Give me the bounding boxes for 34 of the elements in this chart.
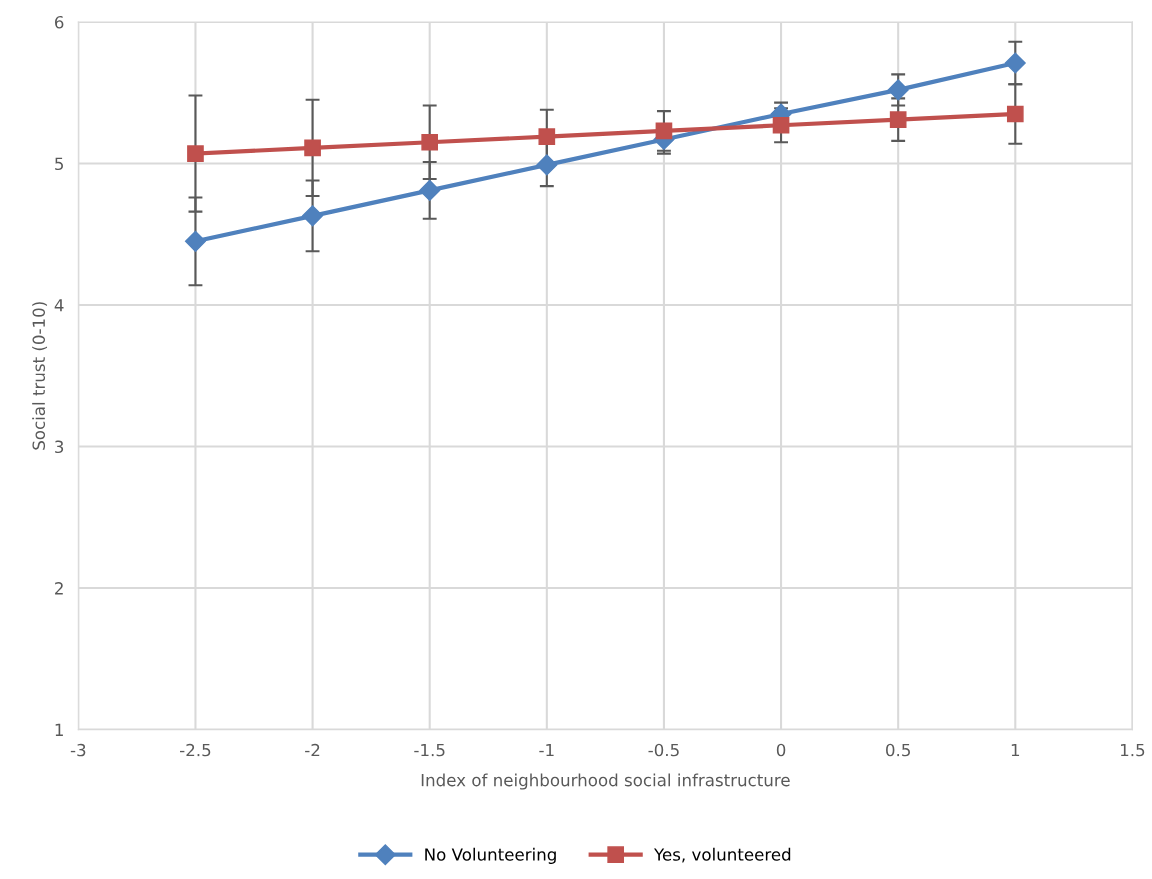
x-tick-label: 0.5 [886,743,910,757]
x-tick-label: 1 [1011,743,1020,757]
x-tick-label: -1 [539,743,554,757]
point [184,230,206,252]
y-tick-label: 3 [55,440,64,454]
legend-label: No Volunteering [425,847,556,864]
x-tick-label: 0 [776,743,786,757]
y-tick-label: 1 [55,723,63,736]
y-tick-label: 5 [55,157,63,171]
point [887,79,909,101]
point [538,128,556,145]
point [1006,105,1024,123]
point [304,139,321,157]
x-tick-label: -1.5 [414,743,445,757]
point [889,111,907,128]
y-tick-label: 6 [55,15,64,29]
point [1004,52,1026,74]
point [302,205,324,227]
y-tick-label: 2 [55,582,63,595]
y-tick-label: 4 [54,299,64,312]
x-tick-label: -2 [305,743,320,757]
x-tick-label: -0.5 [648,743,679,757]
x-tick-label: 1.5 [1120,743,1145,757]
x-tick-label: -2.5 [180,743,211,757]
x-tick-label: -3 [70,743,86,757]
point [419,179,441,201]
point [655,122,673,140]
point [421,133,439,151]
point [187,145,204,162]
point [536,154,558,176]
x-axis-title: Index of neighbourhood social infrastructure [421,773,790,790]
y-axis-title: Social trust (0-10) [32,302,48,450]
point [772,116,790,134]
legend-label: Yes, volunteered [653,847,791,863]
